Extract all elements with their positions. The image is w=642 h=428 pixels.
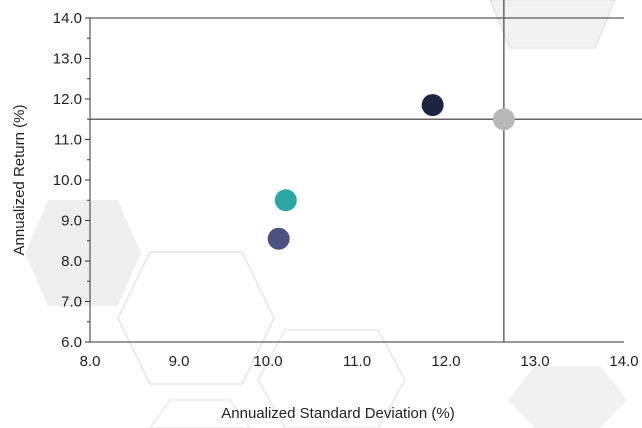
x-tick-label: 14.0 bbox=[609, 353, 638, 370]
x-tick-label: 13.0 bbox=[520, 353, 549, 370]
data-point bbox=[421, 94, 444, 117]
background-hexagon bbox=[489, 0, 616, 49]
y-tick-label: 6.0 bbox=[61, 334, 82, 351]
x-axis-label: Annualized Standard Deviation (%) bbox=[221, 405, 454, 422]
y-tick-label: 7.0 bbox=[61, 294, 82, 311]
data-point bbox=[267, 227, 290, 250]
y-tick-marks bbox=[85, 17, 90, 343]
y-tick-label: 13.0 bbox=[53, 51, 82, 68]
data-point bbox=[492, 108, 515, 131]
y-tick-label: 11.0 bbox=[54, 132, 82, 149]
background-hexagon bbox=[149, 399, 251, 428]
x-tick-label: 8.0 bbox=[80, 353, 101, 370]
x-tick-label: 11.0 bbox=[343, 353, 371, 370]
background-hexagon bbox=[257, 329, 406, 428]
y-tick-label: 9.0 bbox=[61, 213, 82, 230]
y-tick-label: 12.0 bbox=[53, 91, 82, 108]
x-tick-label: 10.0 bbox=[253, 353, 282, 370]
x-tick-label: 12.0 bbox=[431, 353, 460, 370]
y-tick-label: 8.0 bbox=[61, 253, 82, 270]
x-tick-labels: 8.0 9.0 10.0 11.0 12.0 13.0 14.0 bbox=[80, 353, 639, 370]
background-hexagon bbox=[25, 200, 141, 306]
background-hexagon bbox=[117, 251, 275, 385]
y-axis-label: Annualized Return (%) bbox=[11, 105, 28, 256]
data-points bbox=[267, 94, 515, 250]
background-decoration bbox=[25, 0, 627, 428]
y-tick-labels: 6.0 7.0 8.0 9.0 10.0 11.0 12.0 13.0 14.0 bbox=[53, 10, 82, 351]
x-tick-label: 9.0 bbox=[169, 353, 190, 370]
y-tick-label: 10.0 bbox=[53, 172, 82, 189]
data-point bbox=[274, 189, 297, 212]
y-tick-label: 14.0 bbox=[53, 10, 82, 27]
background-hexagon bbox=[508, 366, 627, 428]
